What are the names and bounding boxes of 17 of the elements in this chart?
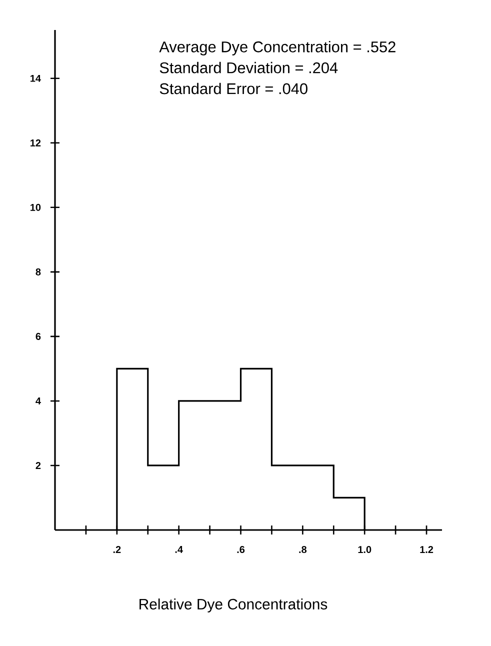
y-tick-label: 2 xyxy=(36,462,41,469)
y-tick-label: 10 xyxy=(30,204,41,211)
x-tick-label: .6 xyxy=(237,546,245,554)
annotation: Standard Deviation = .204 xyxy=(160,62,338,74)
x-tick-label: 1.2 xyxy=(420,546,434,553)
x-tick-label: .2 xyxy=(113,546,121,553)
x-axis-title: Relative Dye Concentrations xyxy=(140,598,328,612)
y-tick-label: 4 xyxy=(36,398,41,404)
x-tick-label: .8 xyxy=(299,546,307,554)
annotation: Standard Error = .040 xyxy=(160,82,308,94)
y-tick-label: 8 xyxy=(36,268,41,276)
y-tick-label: 6 xyxy=(36,332,41,340)
y-tick-label: 14 xyxy=(30,74,41,82)
x-tick-label: .4 xyxy=(175,546,183,553)
x-tick-label: 1.0 xyxy=(358,546,372,554)
annotation: Average Dye Concentration = .552 xyxy=(159,41,396,56)
y-tick-label: 12 xyxy=(30,139,41,146)
